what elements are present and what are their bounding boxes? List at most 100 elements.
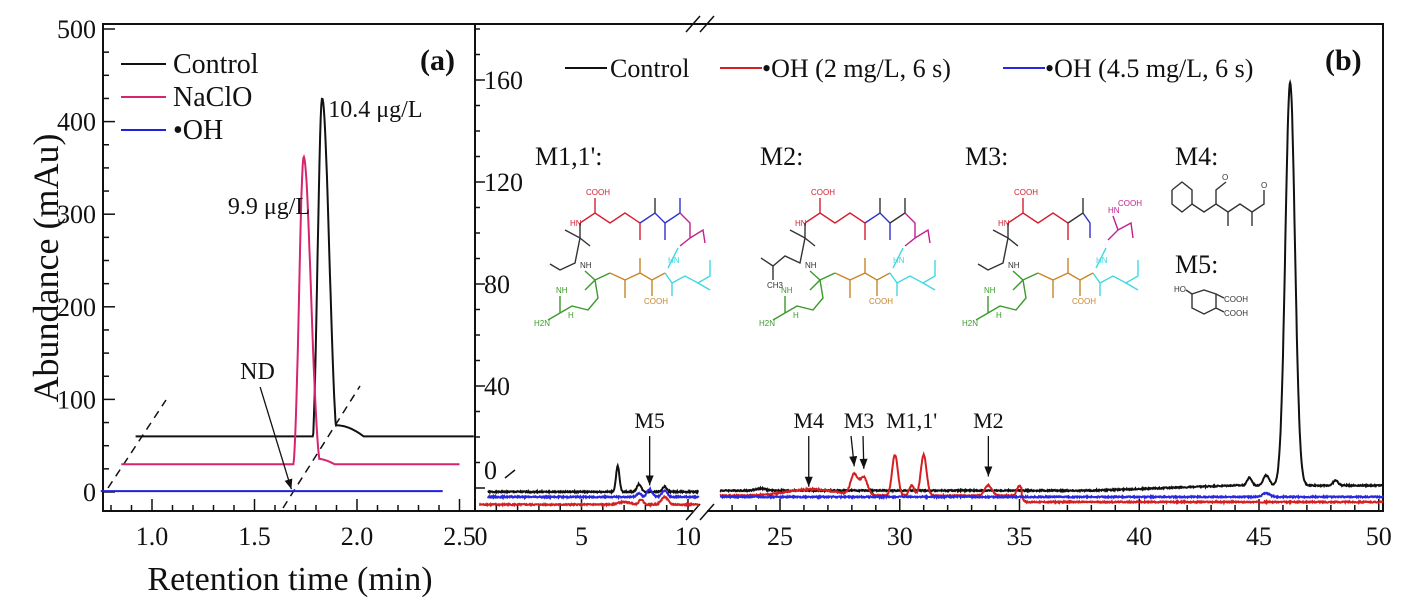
y-tick-label-a: 200 — [57, 293, 96, 322]
bond-cyan — [667, 247, 679, 269]
annotation-b-M5: M5 — [634, 408, 665, 433]
structure-m5: HO COOH COOH — [1174, 285, 1248, 318]
panel-b-frame — [475, 23, 1384, 512]
bond-red — [1007, 212, 1069, 240]
bond-blue — [1082, 212, 1091, 238]
x-axis-break-mark — [685, 503, 715, 521]
series-a-0 — [135, 97, 474, 438]
nh-text: NH — [580, 261, 592, 270]
x-tick-label-b: 30 — [887, 522, 913, 551]
bond-cyan — [664, 260, 711, 284]
bond-black — [579, 237, 591, 247]
cooh-text: COOH — [1118, 199, 1142, 208]
annotation-arrow-a-head — [284, 478, 293, 490]
h2n-text: H2N — [759, 319, 775, 328]
y-tick-label-a: 100 — [57, 385, 96, 414]
panel-a-series — [100, 97, 474, 493]
y-tick-label-b: 80 — [484, 270, 510, 299]
bond-orange — [834, 272, 851, 298]
x-tick-label-b: 50 — [1366, 522, 1392, 551]
cooh-text: COOH — [811, 188, 835, 197]
bond-orange — [651, 272, 666, 281]
legend-label-oh: •OH — [173, 115, 223, 146]
series-b-1-segment-1 — [719, 451, 1384, 506]
x-axis-title: Retention time (min) — [147, 561, 432, 598]
y-tick-label-a: 0 — [83, 478, 96, 507]
hn-text: HN — [668, 256, 680, 265]
cooh-text: COOH — [644, 297, 668, 306]
nh-text: NH — [1008, 261, 1020, 270]
bond-cyan — [889, 260, 936, 284]
bond-green — [987, 279, 1027, 314]
bond-magenta — [1117, 221, 1134, 239]
y-tick-label-b: 40 — [484, 372, 510, 401]
bond-black — [1215, 293, 1225, 299]
bond-black — [977, 237, 1009, 271]
nh-text: NH — [984, 286, 996, 295]
series-b-0-segment-0 — [487, 462, 700, 495]
cooh-text: COOH — [1072, 297, 1096, 306]
annotation-b-M2: M2 — [973, 408, 1004, 433]
x-tick-label-b: 10 — [675, 522, 701, 551]
bond-green — [819, 272, 836, 281]
annotation-b-M1,1': M1,1' — [886, 408, 937, 433]
annotation-a-1: 9.9 μg/L — [228, 194, 310, 220]
bond-green — [809, 270, 822, 291]
bond-green — [584, 270, 597, 291]
bond-black — [1227, 203, 1253, 226]
bond-red — [804, 212, 866, 240]
bond-magenta — [1107, 215, 1119, 241]
h2n-text: H2N — [962, 319, 978, 328]
nh-text: NH — [805, 261, 817, 270]
hn-text: HN — [1096, 256, 1108, 265]
legend-label-oh-4-5: •OH (4.5 mg/L, 6 s) — [1045, 54, 1253, 83]
o-text: O — [1261, 181, 1267, 190]
panel-a-legend: Control NaClO •OH — [121, 49, 259, 146]
structure-label-m2: M2: — [760, 142, 803, 171]
bond-blue — [639, 212, 666, 240]
bond-green — [1022, 272, 1039, 281]
structure-label-m4: M4: — [1175, 142, 1218, 171]
bond-blue — [664, 198, 681, 224]
x-tick-label-b: 45 — [1246, 522, 1272, 551]
bond-orange — [1079, 272, 1094, 281]
zoom-guide-dashed-left — [107, 399, 167, 489]
bond-black — [1215, 203, 1229, 226]
bond-green — [975, 312, 989, 321]
x-tick-label-a: 2.5 — [443, 522, 476, 551]
bond-blue — [889, 198, 906, 224]
cooh-text: COOH — [1224, 309, 1248, 318]
annotation-a-0: 10.4 μg/L — [328, 97, 422, 123]
bond-orange — [624, 258, 641, 281]
bond-green — [559, 279, 599, 314]
benzene-ring — [1191, 289, 1217, 315]
bond-black — [1215, 307, 1225, 313]
hn-text: HN — [1108, 206, 1120, 215]
y-axis-title: Abundance (mAu) — [26, 134, 66, 403]
annotation-b-M3: M3 — [844, 408, 875, 433]
x-tick-label-a: 2.0 — [341, 522, 374, 551]
bond-green — [547, 312, 561, 321]
cooh-text: COOH — [1224, 295, 1248, 304]
x-tick-label-a: 1.0 — [136, 522, 169, 551]
cooh-text: COOH — [586, 188, 610, 197]
h-text: H — [793, 311, 799, 320]
nh-text: NH — [781, 286, 793, 295]
bond-cyan — [1092, 260, 1139, 284]
series-b-2-segment-1 — [719, 491, 1384, 501]
bond-magenta — [689, 228, 706, 244]
panel-b-ticks: 0 5 10 25 30 35 40 45 50 0 40 80 120 160 — [474, 28, 1392, 551]
bond-magenta — [679, 212, 691, 247]
legend-label-oh-2: •OH (2 mg/L, 6 s) — [762, 54, 951, 83]
structure-label-m5: M5: — [1175, 250, 1218, 279]
y-tick-label-a: 500 — [57, 15, 96, 44]
bond-black — [760, 237, 806, 267]
bond-green — [772, 312, 786, 321]
legend-label-control: Control — [173, 49, 259, 80]
bond-black — [1185, 289, 1193, 295]
bond-green — [1012, 270, 1025, 291]
cooh-text: COOH — [1014, 188, 1038, 197]
top-break-mark — [685, 15, 715, 33]
